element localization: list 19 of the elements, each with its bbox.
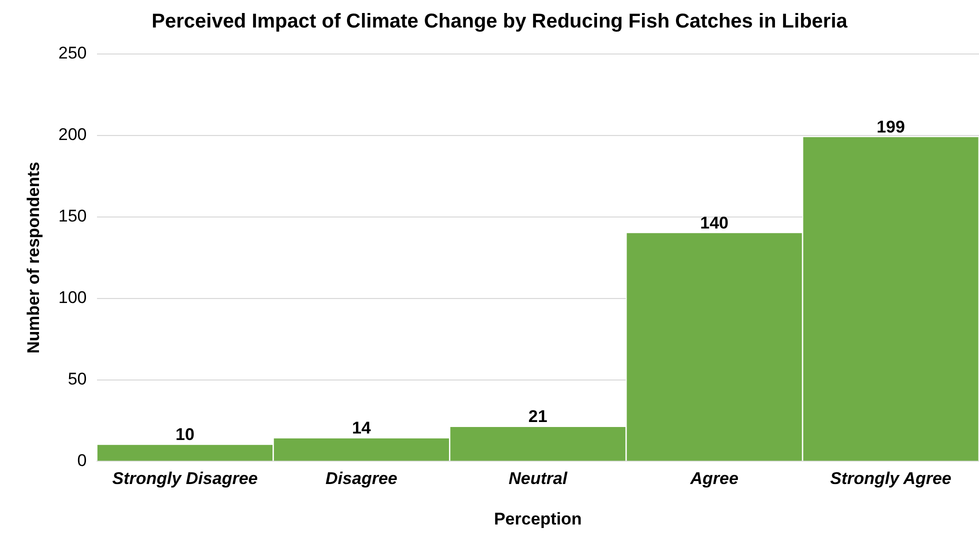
data-label: 10 bbox=[176, 425, 194, 444]
y-tick-label: 250 bbox=[58, 44, 87, 63]
x-tick-label: Agree bbox=[689, 469, 738, 488]
x-tick-label: Strongly Disagree bbox=[112, 469, 258, 488]
data-label: 14 bbox=[352, 418, 372, 438]
data-label: 199 bbox=[876, 117, 905, 136]
chart-title: Perceived Impact of Climate Change by Reducing Fish Catches in Liberia bbox=[152, 10, 848, 33]
x-tick-label: Strongly Agree bbox=[830, 469, 952, 488]
y-tick-label: 150 bbox=[58, 206, 87, 226]
x-tick-label: Disagree bbox=[326, 469, 398, 488]
data-label: 140 bbox=[700, 213, 729, 232]
y-tick-label: 0 bbox=[77, 450, 87, 470]
data-label: 21 bbox=[528, 407, 548, 426]
y-tick-label: 50 bbox=[68, 369, 87, 388]
y-axis-title: Number of respondents bbox=[24, 162, 43, 354]
y-tick-label: 200 bbox=[58, 125, 87, 144]
y-tick-label: 100 bbox=[58, 288, 87, 308]
x-axis-title: Perception bbox=[494, 509, 582, 528]
x-tick-label: Neutral bbox=[508, 469, 568, 488]
